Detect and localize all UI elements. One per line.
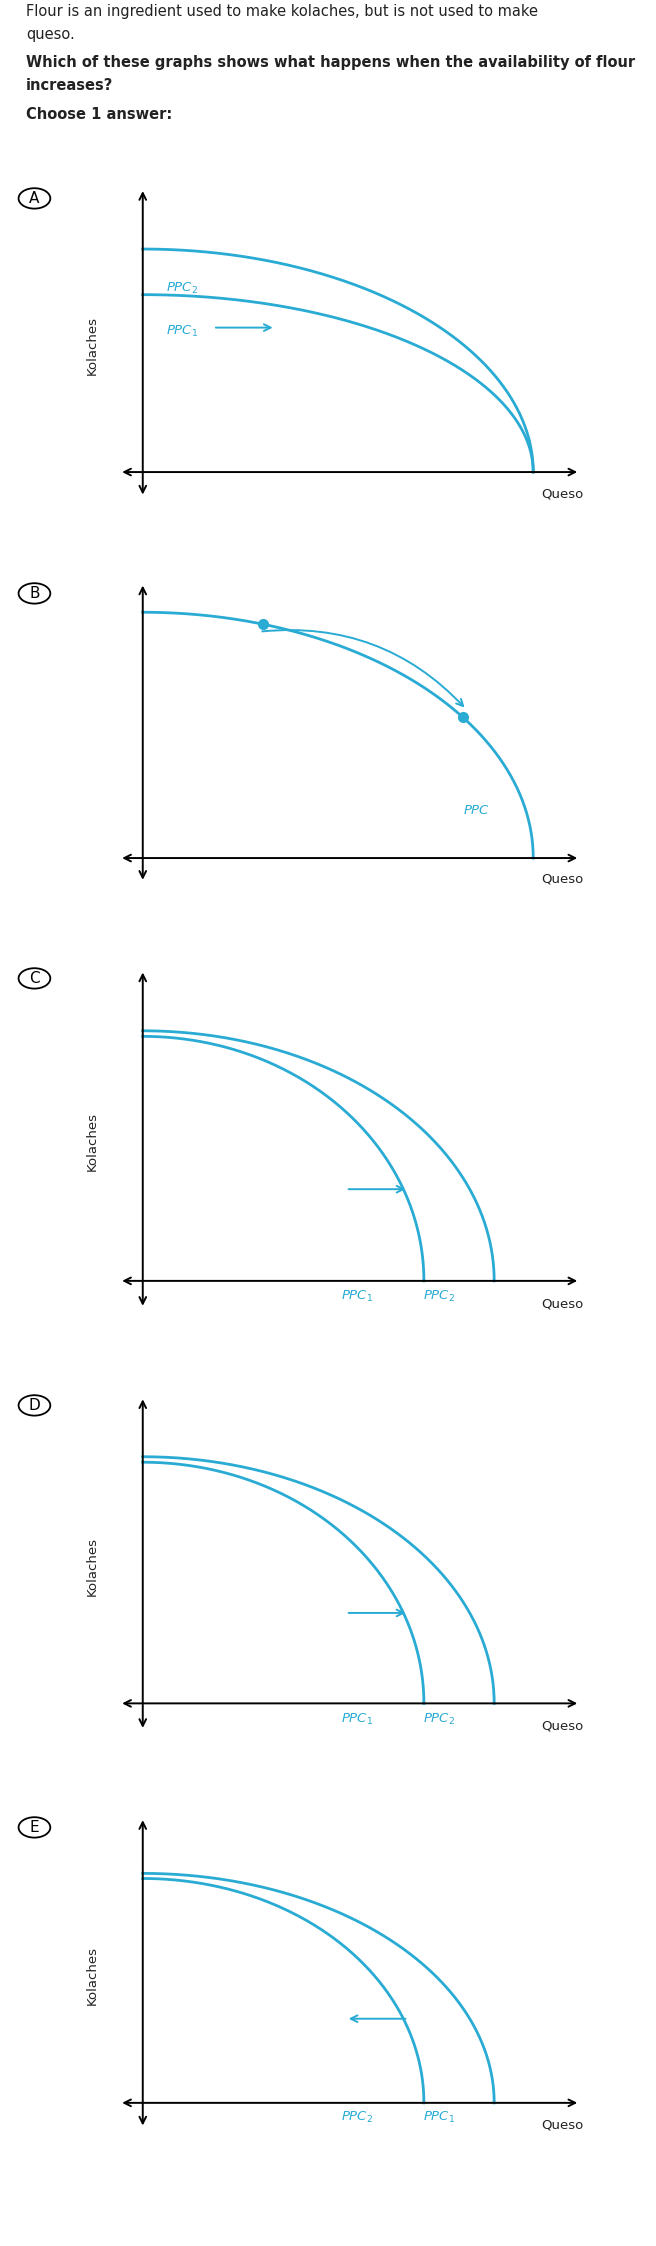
Text: Queso: Queso bbox=[542, 487, 584, 501]
Text: E: E bbox=[30, 1819, 39, 1835]
Text: Queso: Queso bbox=[542, 1298, 584, 1312]
Text: Flour is an ingredient used to make kolaches, but is not used to make: Flour is an ingredient used to make kola… bbox=[26, 4, 538, 20]
Text: Kolaches: Kolaches bbox=[85, 317, 98, 375]
Text: Which of these graphs shows what happens when the availability of flour: Which of these graphs shows what happens… bbox=[26, 54, 636, 70]
Text: $PPC_2$: $PPC_2$ bbox=[424, 1711, 455, 1727]
Text: $PPC_1$: $PPC_1$ bbox=[341, 1711, 374, 1727]
Text: Kolaches: Kolaches bbox=[85, 1945, 98, 2006]
Text: $PPC_2$: $PPC_2$ bbox=[342, 2109, 373, 2125]
Text: Queso: Queso bbox=[542, 1720, 584, 1734]
Text: $PPC$: $PPC$ bbox=[463, 804, 490, 818]
Text: Queso: Queso bbox=[542, 2118, 584, 2131]
Text: increases?: increases? bbox=[26, 79, 113, 94]
Text: Queso: Queso bbox=[542, 874, 584, 885]
Text: D: D bbox=[29, 1397, 40, 1413]
Text: C: C bbox=[29, 970, 40, 986]
Text: B: B bbox=[29, 586, 40, 602]
Text: queso.: queso. bbox=[26, 27, 75, 43]
Text: Kolaches: Kolaches bbox=[85, 1112, 98, 1172]
Text: $PPC_1$: $PPC_1$ bbox=[166, 323, 198, 339]
Text: $PPC_1$: $PPC_1$ bbox=[341, 1289, 374, 1305]
Text: Choose 1 answer:: Choose 1 answer: bbox=[26, 106, 173, 121]
Text: Kolaches: Kolaches bbox=[85, 1536, 98, 1597]
Text: A: A bbox=[30, 191, 39, 207]
Text: $PPC_2$: $PPC_2$ bbox=[424, 1289, 455, 1305]
Text: $PPC_2$: $PPC_2$ bbox=[166, 281, 198, 296]
Text: $PPC_1$: $PPC_1$ bbox=[423, 2109, 456, 2125]
